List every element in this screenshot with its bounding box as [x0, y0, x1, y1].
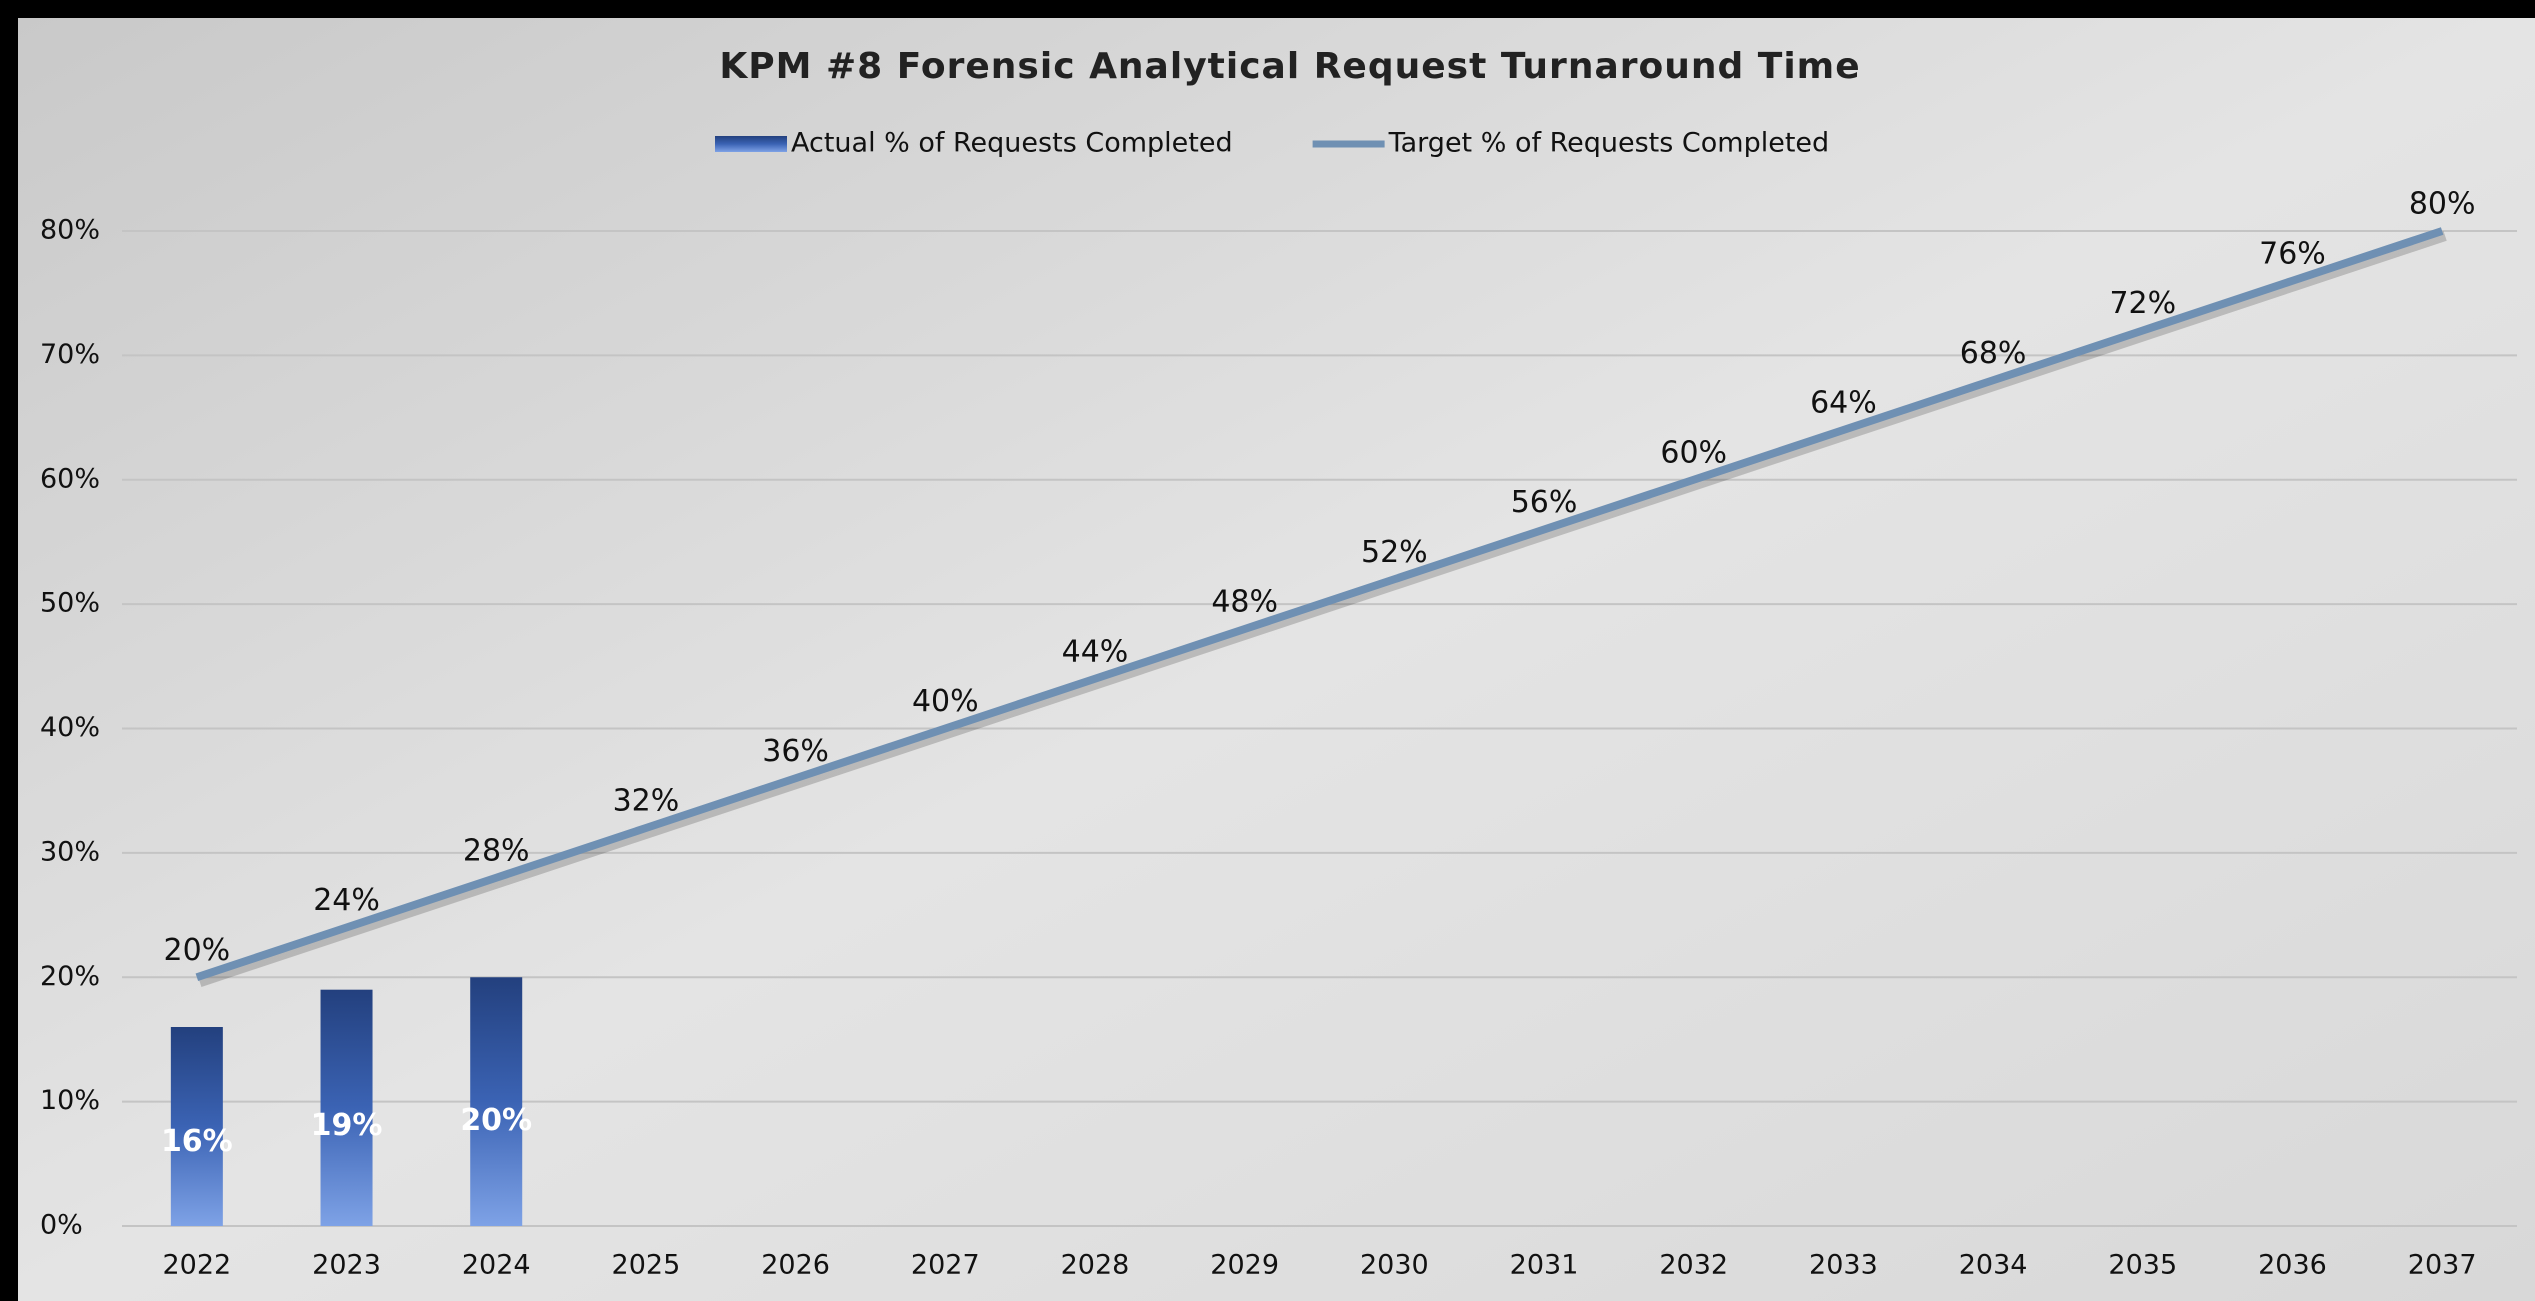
y-tick-label: 80% [40, 215, 100, 246]
plot-background [18, 18, 2535, 1301]
y-tick-label: 70% [40, 339, 100, 370]
legend-swatch [715, 136, 787, 152]
line-label: 80% [2409, 187, 2476, 222]
x-tick-label: 2022 [162, 1250, 231, 1281]
line-label: 48% [1211, 585, 1278, 620]
y-tick-label: 50% [40, 588, 100, 619]
x-tick-label: 2034 [1959, 1250, 2028, 1281]
line-label: 32% [613, 784, 680, 819]
x-tick-label: 2031 [1510, 1250, 1579, 1281]
line-label: 64% [1810, 386, 1877, 421]
line-label: 44% [1062, 634, 1129, 669]
x-tick-label: 2027 [911, 1250, 980, 1281]
x-tick-label: 2025 [612, 1250, 681, 1281]
line-label: 60% [1660, 435, 1727, 470]
x-tick-label: 2030 [1360, 1250, 1429, 1281]
x-tick-label: 2036 [2258, 1250, 2327, 1281]
bar [170, 1027, 223, 1226]
line-label: 28% [463, 833, 530, 868]
line-label: 40% [912, 684, 979, 719]
bar [470, 977, 523, 1226]
line-label: 68% [1960, 336, 2027, 371]
line-label: 76% [2259, 236, 2326, 271]
y-tick-label: 30% [40, 836, 100, 867]
chart-title: KPM #8 Forensic Analytical Request Turna… [719, 46, 1860, 87]
line-label: 20% [164, 933, 231, 968]
y-tick-label: 60% [40, 463, 100, 494]
line-shadow [198, 231, 2447, 987]
line-label: 56% [1511, 485, 1578, 520]
x-tick-label: 2032 [1659, 1250, 1728, 1281]
line-label: 36% [762, 734, 829, 769]
x-tick-label: 2024 [462, 1250, 531, 1281]
bar-label: 19% [311, 1108, 383, 1143]
line-label: 52% [1361, 535, 1428, 570]
y-tick-label: 10% [40, 1085, 100, 1116]
x-tick-label: 2028 [1061, 1250, 1130, 1281]
y-tick-label: 0% [40, 1210, 83, 1241]
bar-label: 20% [460, 1103, 532, 1138]
line-label: 72% [2109, 286, 2176, 321]
x-tick-label: 2026 [761, 1250, 830, 1281]
legend-label: Target % of Requests Completed [1388, 128, 1830, 159]
line-label: 24% [313, 883, 380, 918]
x-tick-label: 2035 [2108, 1250, 2177, 1281]
legend-label: Actual % of Requests Completed [791, 128, 1233, 159]
bar [320, 989, 373, 1226]
x-tick-label: 2023 [312, 1250, 381, 1281]
bar-label: 16% [161, 1124, 233, 1159]
y-tick-label: 40% [40, 712, 100, 743]
x-tick-label: 2033 [1809, 1250, 1878, 1281]
y-tick-label: 20% [40, 961, 100, 992]
x-tick-label: 2029 [1210, 1250, 1279, 1281]
line [195, 227, 2444, 982]
x-tick-label: 2037 [2408, 1250, 2477, 1281]
